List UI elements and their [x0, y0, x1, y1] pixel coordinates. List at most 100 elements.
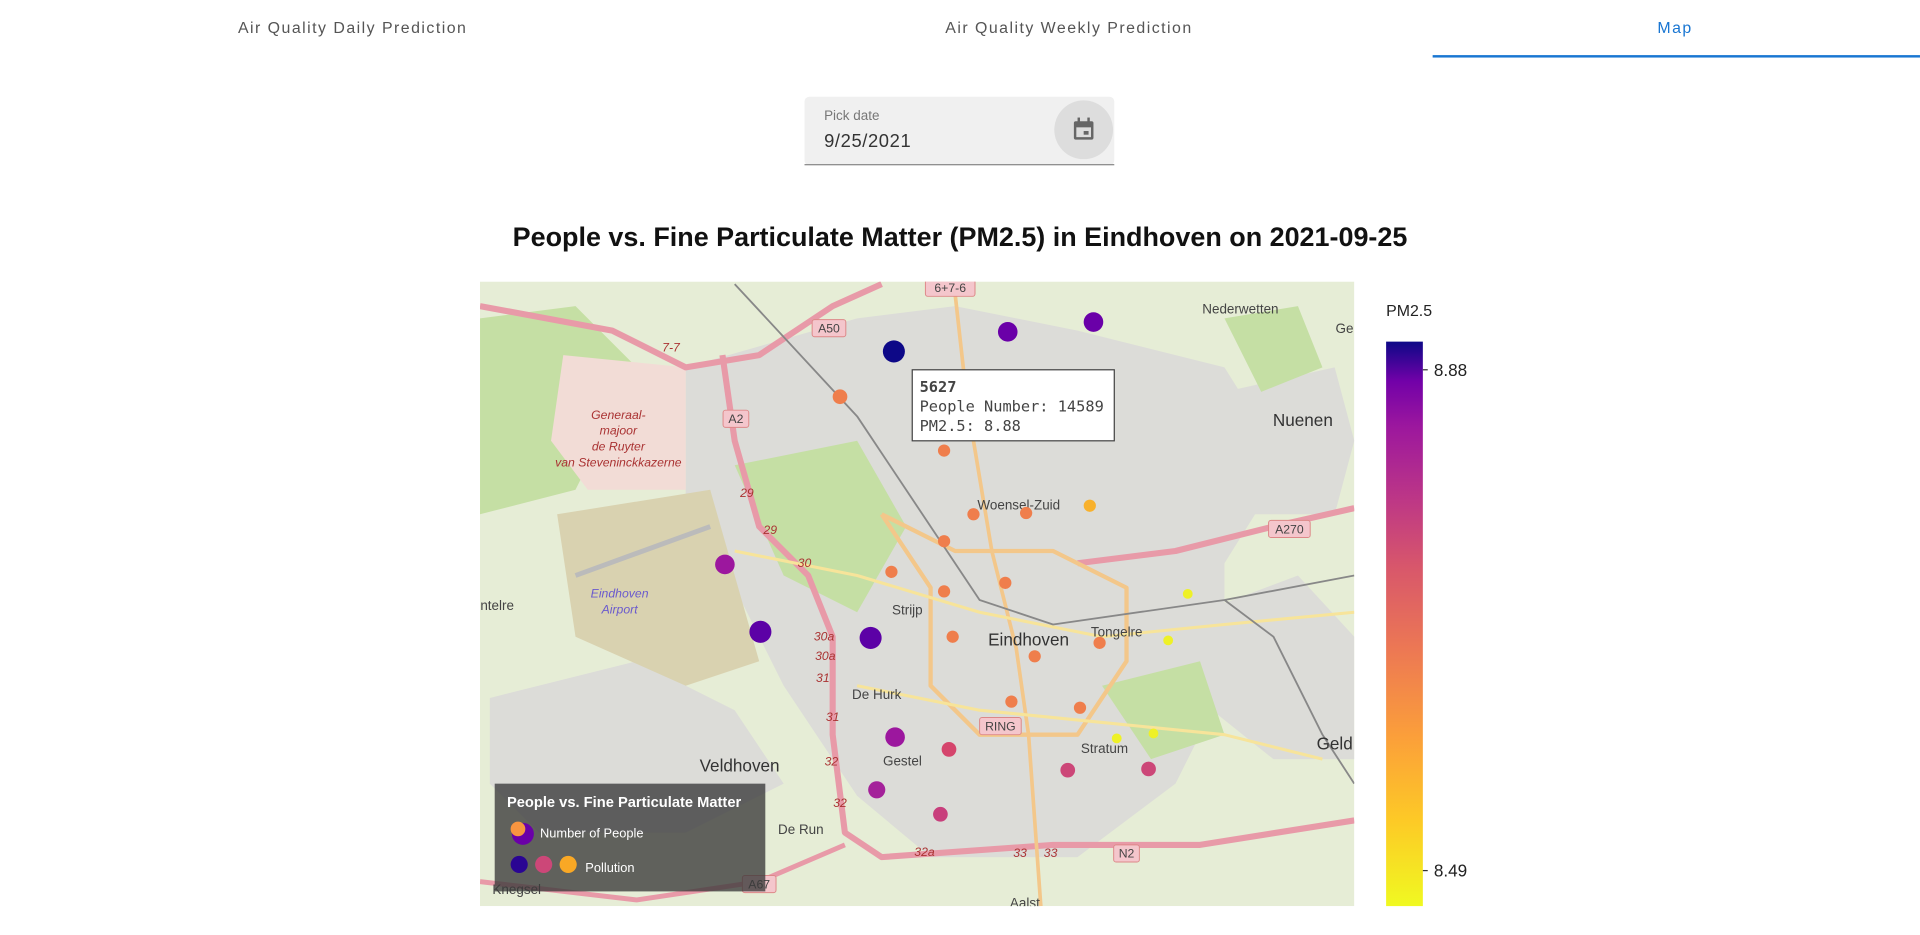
legend-icon	[510, 821, 526, 837]
road-shield	[722, 409, 750, 428]
tooltip-people: People Number: 14589	[920, 397, 1104, 415]
place-label: Veldhoven	[700, 755, 780, 775]
main-road	[856, 684, 1323, 761]
place-label: Ge	[1336, 321, 1354, 336]
sensor-point	[1163, 635, 1174, 646]
sensor-point	[1182, 588, 1193, 599]
place-label: Tongelre	[1091, 625, 1143, 640]
sensor-point	[941, 742, 957, 757]
sensor-point	[999, 576, 1012, 589]
sensor-point	[1141, 761, 1156, 777]
road-number: 30	[798, 556, 812, 570]
place-label: De Run	[778, 822, 824, 837]
sensor-point	[1083, 312, 1104, 332]
chart-title: People vs. Fine Particulate Matter (PM2.…	[513, 222, 1408, 252]
place-label: Aalst	[1010, 895, 1040, 910]
road-number: 31	[826, 710, 840, 724]
road-number: 32a	[914, 845, 935, 859]
poi-label: Airport	[601, 602, 639, 616]
tooltip-id: 5627	[920, 378, 957, 396]
place-label: Eindhoven	[988, 629, 1069, 649]
tab-indicator	[1432, 55, 1920, 58]
ring-road	[879, 512, 1129, 737]
sensor-point	[1093, 636, 1106, 649]
road-shield-label: A270	[1275, 522, 1304, 536]
colorbar	[1386, 341, 1423, 907]
sensor-point	[885, 565, 898, 578]
place-label: Stratum	[1081, 741, 1128, 756]
legend-icon	[559, 855, 577, 874]
sensor-point	[937, 444, 951, 457]
urban-area	[1224, 367, 1355, 515]
road-number: 30a	[815, 649, 836, 663]
place-label: Gestel	[883, 753, 922, 768]
legend-icon	[510, 855, 528, 874]
road-shield-label: N2	[1119, 847, 1135, 861]
place-label: Woensel-Zuid	[977, 497, 1060, 512]
poi-label: Generaal-	[591, 408, 645, 422]
road-shield	[811, 319, 847, 338]
poi-label: de Ruyter	[592, 440, 646, 454]
sensor-point	[946, 630, 959, 643]
place-label: Nederwetten	[1202, 301, 1278, 316]
place-label: De Hurk	[852, 687, 902, 702]
road-number: 31	[816, 671, 830, 685]
date-value: 9/25/2021	[824, 130, 911, 151]
sensor-point	[1060, 762, 1076, 778]
legend-icon	[535, 855, 553, 874]
date-field[interactable]	[804, 96, 1115, 166]
place-label: Geld	[1317, 733, 1353, 753]
legend-box	[494, 783, 766, 892]
road-shield-label: RING	[985, 719, 1016, 733]
urban-area	[1199, 575, 1355, 760]
sensor-point	[715, 554, 735, 575]
tab-active[interactable]: Map	[1657, 20, 1692, 37]
place-label: ntelre	[480, 598, 514, 613]
tab[interactable]: Air Quality Weekly Prediction	[945, 20, 1192, 37]
tab[interactable]: Air Quality Daily Prediction	[238, 20, 467, 37]
place-label: Strijp	[892, 603, 923, 618]
road-shield-label: A2	[728, 412, 743, 426]
calendar-icon	[1073, 117, 1094, 140]
tooltip: 5627 People Number: 14589 PM2.5: 8.88	[911, 369, 1115, 442]
legend: People vs. Fine Particulate Matter Numbe…	[494, 783, 766, 892]
poi-label: majoor	[600, 424, 638, 438]
sensor-point	[967, 508, 980, 521]
tooltip-box	[911, 369, 1115, 442]
motorway	[1077, 505, 1355, 567]
road-number: 7-7	[662, 340, 681, 354]
main-road	[734, 549, 1355, 639]
date-label: Pick date	[824, 108, 879, 123]
sensor-point	[1073, 701, 1087, 714]
poi-label: van Steveninckkazerne	[555, 456, 682, 470]
road-shield-label: A50	[818, 321, 840, 335]
road-number: 29	[739, 486, 754, 500]
runway	[574, 524, 712, 578]
colorbar-title: PM2.5	[1386, 303, 1432, 320]
date-underline	[804, 164, 1115, 166]
sensor-point	[997, 322, 1018, 342]
road-number: 32	[833, 796, 847, 810]
legend-item: Pollution	[585, 860, 634, 875]
road-shield	[1113, 844, 1140, 863]
motorway	[719, 354, 1355, 861]
sensor-point	[1148, 728, 1159, 739]
poi-label: Eindhoven	[591, 587, 649, 601]
colorbar-ticks: 8.88 8.49	[1422, 360, 1467, 881]
sensor-point	[868, 781, 886, 799]
base-area	[551, 355, 686, 490]
sensor-point	[1019, 506, 1033, 520]
road-shield	[979, 717, 1022, 736]
green-area	[734, 440, 907, 613]
railway	[1223, 599, 1355, 785]
map-points	[715, 312, 1193, 822]
road-number: 32	[825, 754, 839, 768]
road-number: 30a	[814, 629, 835, 643]
sensor-point	[859, 626, 882, 649]
airport-area	[557, 489, 760, 686]
colorbar-tick-label: 8.88	[1434, 360, 1467, 380]
road-shield	[1268, 519, 1311, 539]
sensor-point	[749, 620, 772, 643]
tooltip-pm: PM2.5: 8.88	[920, 417, 1021, 435]
sensor-point	[933, 806, 948, 822]
